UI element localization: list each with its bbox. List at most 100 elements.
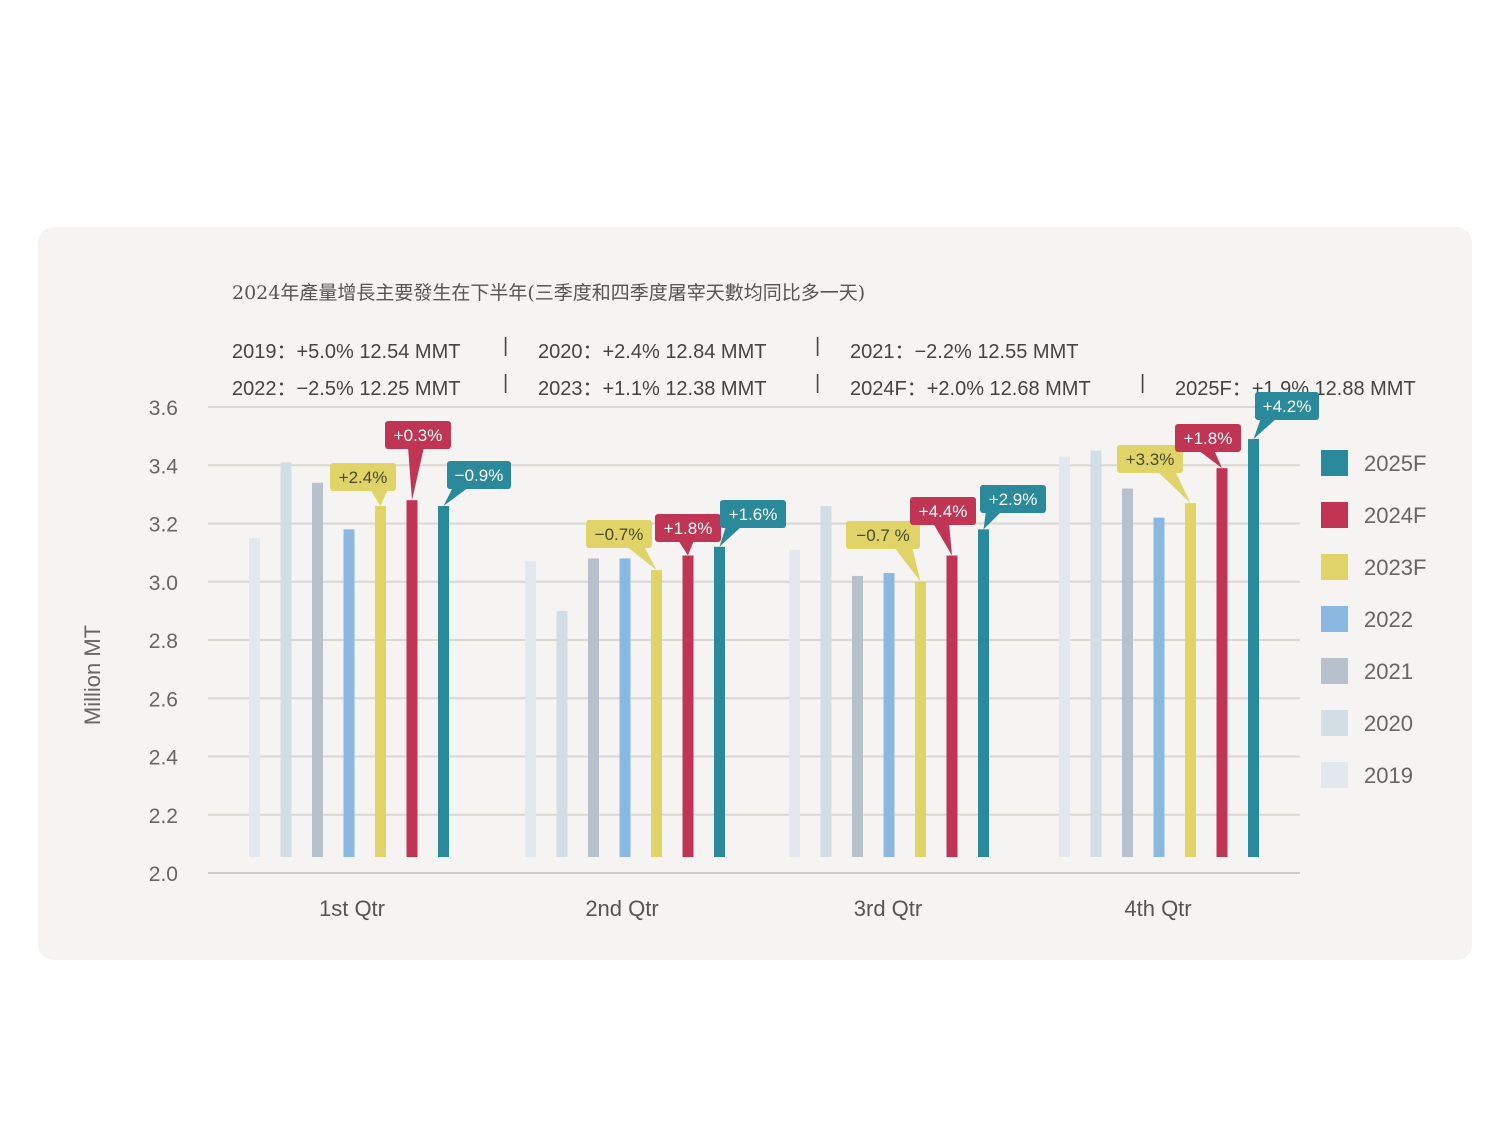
bar-2025f-4th-qtr [1248, 439, 1259, 857]
bar-2025f-3rd-qtr [978, 529, 989, 857]
legend-item-2021: 2021 [1321, 658, 1413, 684]
legend-swatch [1321, 450, 1348, 476]
bar-2024f-2nd-qtr [682, 555, 694, 857]
x-tick-label: 1st Qtr [319, 896, 385, 921]
callout-2024f: +4.4% [910, 497, 976, 556]
chart-title: 2024年產量增長主要發生在下半年(三季度和四季度屠宰天數均同比多一天) [232, 282, 866, 304]
callout-label: +1.8% [664, 519, 713, 538]
legend-label: 2020 [1364, 711, 1413, 736]
legend-swatch [1321, 502, 1348, 528]
callout-2024f: +0.3% [385, 421, 451, 501]
bar-2021-3rd-qtr [852, 575, 863, 857]
y-tick-label: 2.2 [149, 805, 178, 828]
legend-label: 2021 [1364, 659, 1413, 684]
legend-item-2024f: 2024F [1321, 502, 1426, 528]
callout-pointer [408, 447, 424, 501]
callout-2024f: +1.8% [1175, 424, 1241, 469]
legend-swatch [1321, 554, 1348, 580]
legend-label: 2022 [1364, 607, 1413, 632]
x-tick-label: 2nd Qtr [585, 896, 658, 921]
callout-box [910, 497, 976, 525]
callout-pointer [983, 511, 1002, 530]
legend-label: 2023F [1364, 555, 1426, 580]
y-axis-label: Million MT [80, 625, 105, 725]
callout-box [385, 421, 451, 449]
legend-swatch [1321, 658, 1348, 684]
legend-label: 2019 [1364, 763, 1413, 788]
callout-2023f: −0.7 % [846, 521, 921, 582]
callout-pointer [1157, 471, 1191, 504]
legend-label: 2025F [1364, 451, 1426, 476]
callout-box [720, 500, 786, 528]
bar-2020-2nd-qtr [556, 610, 568, 857]
bar-2023f-3rd-qtr [915, 581, 926, 857]
summary-separator: | [503, 335, 509, 357]
callout-label: +4.2% [1263, 397, 1312, 416]
legend-item-2025f: 2025F [1321, 450, 1426, 476]
bar-2022-2nd-qtr [619, 558, 631, 857]
callout-box [447, 461, 511, 489]
y-tick-label: 2.4 [149, 747, 179, 770]
legend-item-2019: 2019 [1321, 762, 1413, 788]
summary-2019: 2019：+5.0% 12.54 MMT [232, 341, 461, 363]
bar-2024f-1st-qtr [406, 500, 418, 857]
callout-label: −0.9% [455, 466, 504, 485]
callout-pointer [1253, 418, 1277, 440]
callout-label: +1.6% [729, 505, 778, 524]
bars [249, 439, 1259, 857]
bar-2019-3rd-qtr [789, 549, 800, 857]
callout-label: −0.7 % [856, 526, 909, 545]
bar-2022-4th-qtr [1153, 517, 1165, 857]
callout-pointer [443, 487, 469, 507]
legend-label: 2024F [1364, 503, 1426, 528]
summary-separator: | [815, 372, 821, 394]
bar-2023f-2nd-qtr [651, 570, 662, 857]
summary-2021: 2021：−2.2% 12.55 MMT [850, 341, 1079, 363]
callout-label: +2.9% [989, 490, 1038, 509]
callout-pointer [370, 489, 388, 507]
callout-2025f: −0.9% [443, 461, 511, 507]
bar-2024f-3rd-qtr [946, 555, 958, 857]
bar-2025f-2nd-qtr [714, 546, 725, 857]
callout-box [1117, 445, 1183, 473]
legend-item-2022: 2022 [1321, 606, 1413, 632]
bar-2019-4th-qtr [1059, 456, 1070, 857]
y-tick-label: 2.0 [149, 863, 178, 886]
legend-item-2020: 2020 [1321, 710, 1413, 736]
legend-swatch [1321, 710, 1348, 736]
callouts: +2.4% +0.3% −0.9% −0.7% +1.8% +1.6% −0.7 % +4.4… [330, 392, 1319, 582]
x-tick-label: 4th Qtr [1124, 896, 1191, 921]
y-tick-label: 3.0 [149, 572, 178, 595]
bar-2024f-4th-qtr [1216, 468, 1228, 857]
callout-label: +2.4% [339, 468, 388, 487]
x-axis-ticks: 1st Qtr 2nd Qtr 3rd Qtr 4th Qtr [319, 896, 1192, 921]
callout-2025f: +1.6% [719, 500, 786, 547]
callout-box [1175, 424, 1241, 452]
callout-pointer [678, 540, 694, 556]
callout-pointer [1198, 450, 1222, 469]
summary-2022: 2022：−2.5% 12.25 MMT [232, 378, 461, 400]
legend-item-2023f: 2023F [1321, 554, 1426, 580]
summary-2023: 2023：+1.1% 12.38 MMT [538, 378, 767, 400]
callout-box [980, 485, 1046, 513]
bar-2023f-4th-qtr [1185, 503, 1196, 857]
bar-2021-2nd-qtr [588, 558, 599, 857]
callout-box [655, 514, 721, 542]
callout-pointer [719, 526, 742, 547]
bar-2022-3rd-qtr [883, 573, 895, 857]
summary-2024f: 2024F：+2.0% 12.68 MMT [850, 378, 1091, 400]
bar-2020-1st-qtr [280, 462, 292, 857]
legend-swatch [1321, 762, 1348, 788]
callout-box [330, 463, 396, 491]
callout-pointer [894, 547, 921, 582]
callout-2023f: −0.7% [586, 520, 657, 571]
callout-label: +3.3% [1126, 450, 1175, 469]
bar-2020-3rd-qtr [820, 506, 832, 857]
callout-2025f: +4.2% [1253, 392, 1319, 440]
chart-card [38, 227, 1472, 960]
summary-separator: | [1140, 372, 1146, 394]
summary-separator: | [503, 372, 509, 394]
callout-2024f: +1.8% [655, 514, 721, 556]
callout-2023f: +2.4% [330, 463, 396, 507]
y-tick-label: 2.8 [149, 630, 178, 653]
